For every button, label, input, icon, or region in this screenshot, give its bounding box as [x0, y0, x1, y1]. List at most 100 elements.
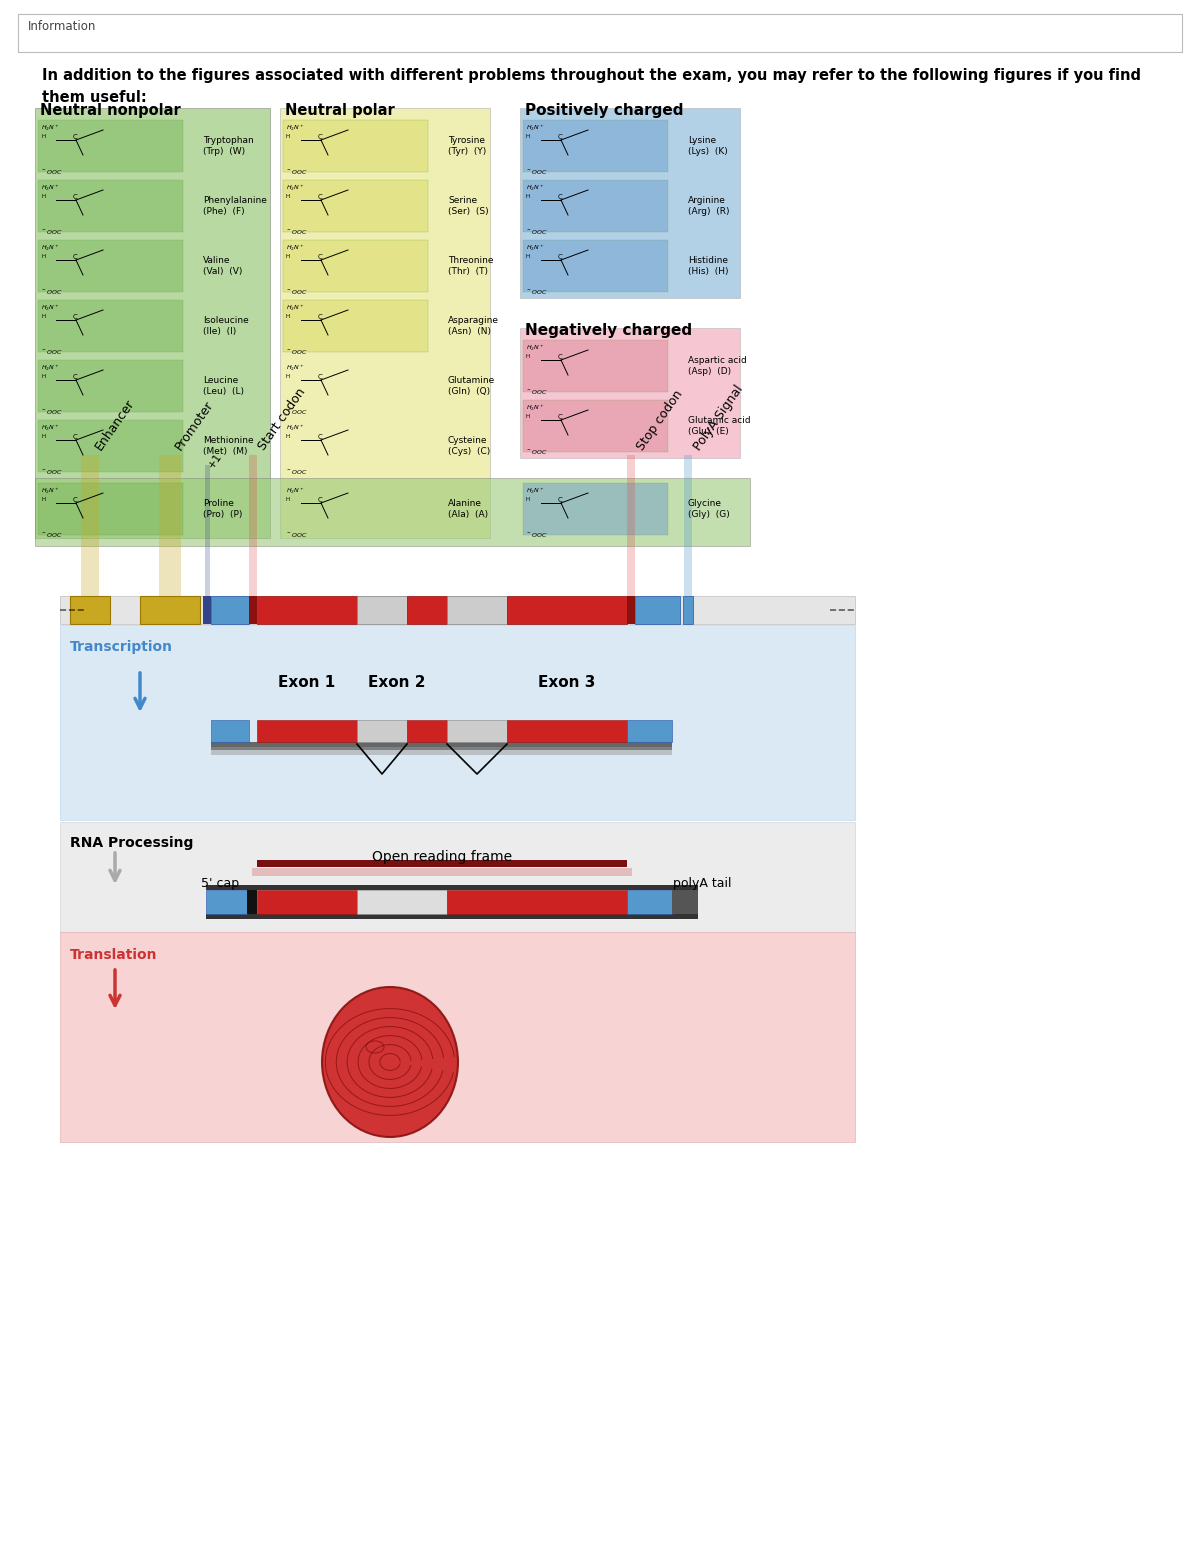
Text: C: C [318, 134, 323, 140]
Text: C: C [318, 497, 323, 503]
Text: Alanine
(Ala)  (A): Alanine (Ala) (A) [448, 500, 488, 519]
Text: $H_2N^+$: $H_2N^+$ [41, 303, 60, 312]
Text: Enhancer: Enhancer [94, 398, 138, 453]
Text: RNA Processing: RNA Processing [70, 836, 193, 849]
Text: $H_2N^+$: $H_2N^+$ [286, 363, 305, 373]
Text: Glutamic acid
(Glu)  (E): Glutamic acid (Glu) (E) [688, 416, 751, 436]
FancyBboxPatch shape [446, 721, 508, 742]
FancyBboxPatch shape [60, 932, 854, 1141]
Text: C: C [73, 194, 78, 200]
Text: H: H [286, 497, 290, 502]
Text: Glutamine
(Gln)  (Q): Glutamine (Gln) (Q) [448, 376, 496, 396]
FancyBboxPatch shape [628, 596, 635, 624]
Text: $H_2N^+$: $H_2N^+$ [526, 242, 545, 253]
Text: $^-OOC$: $^-OOC$ [286, 228, 307, 236]
Text: them useful:: them useful: [42, 90, 146, 106]
Text: Information: Information [28, 20, 96, 33]
Text: $^-OOC$: $^-OOC$ [526, 228, 547, 236]
Text: Isoleucine
(Ile)  (I): Isoleucine (Ile) (I) [203, 317, 248, 335]
FancyBboxPatch shape [257, 890, 358, 915]
Text: $H_2N^+$: $H_2N^+$ [286, 486, 305, 495]
Text: H: H [41, 255, 46, 259]
Text: $^-OOC$: $^-OOC$ [526, 388, 547, 396]
FancyBboxPatch shape [206, 885, 698, 890]
FancyBboxPatch shape [60, 596, 854, 624]
FancyBboxPatch shape [60, 624, 854, 820]
Text: $H_2N^+$: $H_2N^+$ [41, 123, 60, 134]
FancyBboxPatch shape [523, 241, 668, 292]
Text: Tyrosine
(Tyr)  (Y): Tyrosine (Tyr) (Y) [448, 137, 486, 155]
Text: $H_2N^+$: $H_2N^+$ [526, 486, 545, 495]
Text: H: H [526, 194, 530, 199]
Text: $^-OOC$: $^-OOC$ [41, 408, 62, 416]
FancyBboxPatch shape [38, 120, 182, 172]
Text: H: H [41, 314, 46, 318]
FancyBboxPatch shape [247, 890, 257, 915]
Text: Transcription: Transcription [70, 640, 173, 654]
FancyBboxPatch shape [38, 483, 182, 534]
FancyBboxPatch shape [60, 822, 854, 932]
Text: Exon 1: Exon 1 [278, 676, 336, 690]
Text: Open reading frame: Open reading frame [372, 849, 512, 863]
Text: polyA tail: polyA tail [673, 877, 731, 890]
FancyBboxPatch shape [628, 721, 672, 742]
Text: Methionine
(Met)  (M): Methionine (Met) (M) [203, 436, 253, 455]
FancyBboxPatch shape [82, 455, 98, 596]
Text: C: C [318, 255, 323, 259]
FancyBboxPatch shape [283, 300, 428, 353]
FancyBboxPatch shape [70, 596, 110, 624]
FancyBboxPatch shape [446, 596, 508, 624]
Text: H: H [286, 255, 290, 259]
Text: $H_2N^+$: $H_2N^+$ [526, 123, 545, 134]
Text: $H_2N^+$: $H_2N^+$ [41, 422, 60, 433]
FancyBboxPatch shape [520, 328, 740, 458]
Text: $H_2N^+$: $H_2N^+$ [41, 486, 60, 495]
FancyBboxPatch shape [18, 14, 1182, 51]
Text: Threonine
(Thr)  (T): Threonine (Thr) (T) [448, 256, 493, 276]
Text: Promoter: Promoter [173, 399, 216, 453]
FancyBboxPatch shape [683, 596, 694, 624]
FancyBboxPatch shape [257, 860, 628, 867]
Text: $^-OOC$: $^-OOC$ [41, 287, 62, 297]
Text: Exon 2: Exon 2 [368, 676, 426, 690]
FancyBboxPatch shape [140, 596, 200, 624]
Text: H: H [526, 415, 530, 419]
Text: $H_2N^+$: $H_2N^+$ [526, 183, 545, 193]
FancyBboxPatch shape [203, 596, 211, 624]
FancyBboxPatch shape [523, 180, 668, 231]
FancyBboxPatch shape [523, 120, 668, 172]
Text: Neutral polar: Neutral polar [286, 102, 395, 118]
Text: C: C [73, 314, 78, 320]
Text: C: C [558, 415, 563, 419]
Text: $^-OOC$: $^-OOC$ [41, 531, 62, 539]
Text: $^-OOC$: $^-OOC$ [41, 168, 62, 175]
Text: Cysteine
(Cys)  (C): Cysteine (Cys) (C) [448, 436, 491, 455]
FancyBboxPatch shape [257, 596, 358, 624]
Text: C: C [558, 134, 563, 140]
FancyBboxPatch shape [250, 455, 257, 596]
Text: H: H [526, 354, 530, 359]
Text: H: H [286, 194, 290, 199]
FancyBboxPatch shape [35, 109, 270, 537]
Text: $^-OOC$: $^-OOC$ [526, 531, 547, 539]
Text: $^-OOC$: $^-OOC$ [286, 531, 307, 539]
Text: H: H [286, 374, 290, 379]
Text: C: C [73, 497, 78, 503]
FancyBboxPatch shape [205, 464, 210, 596]
Text: H: H [286, 433, 290, 439]
FancyBboxPatch shape [358, 890, 446, 915]
FancyBboxPatch shape [38, 360, 182, 412]
FancyBboxPatch shape [38, 241, 182, 292]
FancyBboxPatch shape [520, 109, 740, 298]
FancyBboxPatch shape [672, 890, 698, 915]
Text: $H_2N^+$: $H_2N^+$ [286, 123, 305, 134]
Text: $H_2N^+$: $H_2N^+$ [286, 183, 305, 193]
FancyBboxPatch shape [283, 120, 428, 172]
Text: $H_2N^+$: $H_2N^+$ [41, 363, 60, 373]
Text: $H_2N^+$: $H_2N^+$ [41, 242, 60, 253]
FancyBboxPatch shape [211, 747, 672, 755]
FancyBboxPatch shape [508, 596, 628, 624]
FancyBboxPatch shape [35, 478, 750, 547]
FancyBboxPatch shape [211, 721, 250, 742]
Text: Neutral nonpolar: Neutral nonpolar [40, 102, 181, 118]
